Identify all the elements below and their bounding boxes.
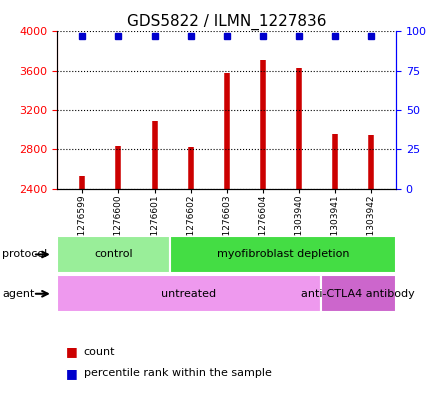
Text: control: control [94,250,133,259]
Text: anti-CTLA4 antibody: anti-CTLA4 antibody [301,289,415,299]
Text: agent: agent [2,289,35,299]
Text: untreated: untreated [161,289,216,299]
Text: myofibroblast depletion: myofibroblast depletion [217,250,349,259]
Text: protocol: protocol [2,250,48,259]
Bar [57,236,170,273]
Bar [170,236,396,273]
Text: ■: ■ [66,367,78,380]
Title: GDS5822 / ILMN_1227836: GDS5822 / ILMN_1227836 [127,14,326,30]
Bar [57,275,321,312]
Bar [321,275,396,312]
Text: percentile rank within the sample: percentile rank within the sample [84,368,271,378]
Text: ■: ■ [66,345,78,358]
Text: count: count [84,347,115,357]
